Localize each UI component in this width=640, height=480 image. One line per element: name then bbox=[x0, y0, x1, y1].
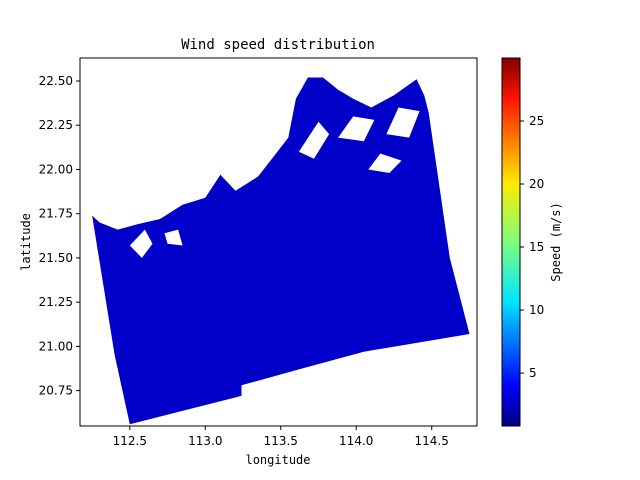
x-axis-label: longitude bbox=[245, 453, 310, 467]
y-tick-label: 21.50 bbox=[39, 251, 73, 265]
plot-frame bbox=[79, 57, 478, 427]
colorbar-tick-label: 25 bbox=[529, 114, 544, 128]
wind-coverage-area bbox=[92, 77, 470, 425]
y-tick-label: 20.75 bbox=[39, 384, 73, 398]
land-gap-1 bbox=[129, 229, 153, 258]
y-axis: 20.75 21.00 21.25 21.50 21.75 22.00 22.25 22.50 bbox=[39, 74, 80, 398]
land-gap-4 bbox=[338, 116, 375, 142]
colorbar-tick-label: 10 bbox=[529, 303, 544, 317]
y-tick-label: 22.50 bbox=[39, 74, 73, 88]
x-tick-label: 113.0 bbox=[188, 434, 222, 448]
land-gap-5 bbox=[368, 153, 402, 173]
x-tick-label: 113.5 bbox=[264, 434, 298, 448]
colorbar-tick-label: 20 bbox=[529, 177, 544, 191]
x-axis: 112.5 113.0 113.5 114.0 114.5 bbox=[113, 426, 449, 448]
colorbar-tick-label: 15 bbox=[529, 240, 544, 254]
chart-title: Wind speed distribution bbox=[181, 37, 375, 53]
colorbar-label: Speed (m/s) bbox=[549, 202, 563, 281]
y-tick-label: 21.25 bbox=[39, 295, 73, 309]
land-gap-3 bbox=[298, 121, 330, 159]
y-tick-label: 21.00 bbox=[39, 339, 73, 353]
y-tick-label: 22.25 bbox=[39, 118, 73, 132]
x-tick-label: 114.5 bbox=[415, 434, 449, 448]
y-tick-label: 22.00 bbox=[39, 162, 73, 176]
colorbar bbox=[501, 57, 521, 427]
x-tick-label: 112.5 bbox=[113, 434, 147, 448]
y-tick-label: 21.75 bbox=[39, 207, 73, 221]
land-gap-6 bbox=[386, 107, 420, 138]
colorbar-tick-label: 5 bbox=[529, 366, 537, 380]
colorbar-axis: 5 10 15 20 25 bbox=[520, 114, 544, 380]
plot-area bbox=[92, 77, 470, 425]
x-tick-label: 114.0 bbox=[339, 434, 373, 448]
land-gap-2 bbox=[164, 229, 183, 246]
y-axis-label: latitude bbox=[19, 213, 33, 271]
